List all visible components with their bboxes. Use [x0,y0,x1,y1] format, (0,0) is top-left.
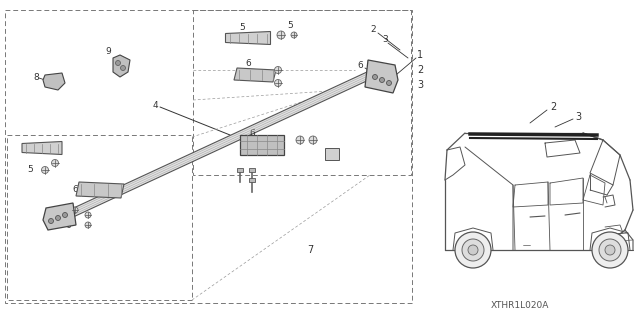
Text: 6: 6 [65,221,71,231]
Text: 6: 6 [249,129,255,137]
Circle shape [72,207,78,213]
Polygon shape [225,32,271,44]
Text: 1: 1 [417,50,423,60]
Polygon shape [240,135,284,155]
Circle shape [51,160,58,167]
Bar [237,168,243,172]
Circle shape [592,232,628,268]
Text: 7: 7 [307,245,313,255]
Circle shape [462,239,484,261]
Bar [249,168,255,172]
Polygon shape [22,142,62,154]
Circle shape [120,65,125,70]
Circle shape [468,245,478,255]
Circle shape [455,232,491,268]
Polygon shape [67,71,372,219]
Bar [5,10,412,303]
Text: 3: 3 [382,35,388,44]
Circle shape [605,245,615,255]
Text: 8: 8 [33,72,39,81]
Bar [7,135,192,300]
Circle shape [85,212,91,218]
Text: 4: 4 [152,100,158,109]
Circle shape [275,79,282,86]
Circle shape [85,222,91,228]
Circle shape [63,212,67,218]
Text: 9: 9 [105,48,111,56]
Circle shape [372,75,378,79]
Circle shape [56,216,61,220]
Circle shape [42,167,49,174]
Text: 3: 3 [417,80,423,90]
Text: 3: 3 [575,112,581,122]
Text: 6: 6 [47,213,53,222]
Circle shape [291,32,297,38]
Circle shape [309,136,317,144]
Circle shape [380,78,385,83]
Circle shape [296,136,304,144]
Circle shape [277,31,285,39]
Circle shape [275,66,282,73]
Text: 2: 2 [550,102,556,112]
Text: 6: 6 [72,186,78,195]
Polygon shape [76,182,124,198]
Text: 5: 5 [239,23,245,32]
Text: 6: 6 [357,61,363,70]
Text: 5: 5 [27,166,33,174]
Text: 2: 2 [417,65,423,75]
Bar [249,178,255,182]
Text: 6: 6 [245,58,251,68]
Text: 5: 5 [287,21,293,31]
Polygon shape [43,73,65,90]
Bar [325,148,339,160]
Circle shape [115,61,120,65]
Polygon shape [113,55,130,77]
Text: XTHR1L020A: XTHR1L020A [491,300,549,309]
Bar [193,10,411,175]
Polygon shape [234,68,276,82]
Circle shape [49,219,54,224]
Circle shape [387,80,392,85]
Circle shape [599,239,621,261]
Text: 2: 2 [370,26,376,34]
Polygon shape [365,60,398,93]
Text: 5: 5 [27,144,33,152]
Polygon shape [43,203,76,230]
